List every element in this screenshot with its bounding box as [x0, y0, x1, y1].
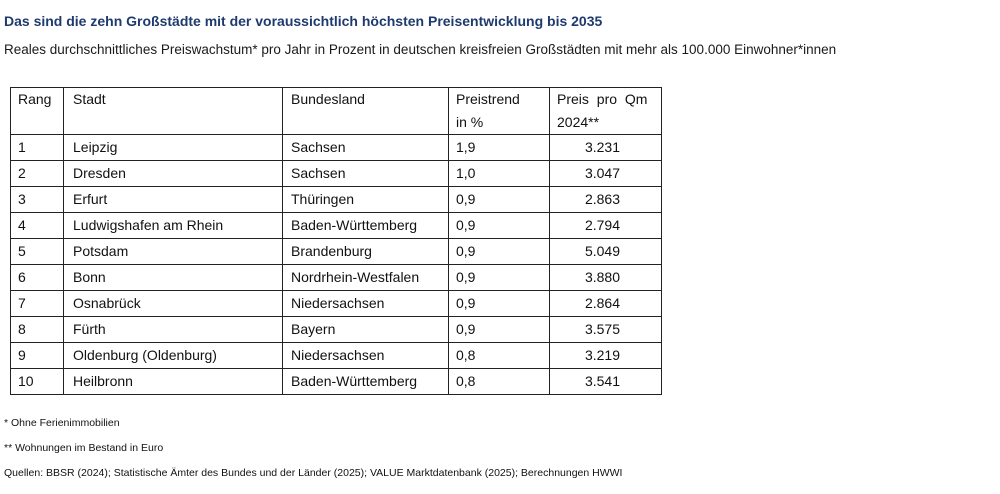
cell-preis: 3.219: [549, 342, 662, 369]
cell-stadt: Oldenburg (Oldenburg): [63, 342, 283, 369]
cell-preis: 3.231: [549, 134, 662, 161]
cell-rang: 6: [10, 264, 64, 291]
ranking-table: Rang Stadt Bundesland Preistrend in % Pre…: [10, 87, 662, 395]
header-preis-line2: 2024**: [557, 114, 600, 130]
cell-rang: 5: [10, 238, 64, 265]
table-row: 10 Heilbronn Baden-Württemberg 0,8 3.541: [10, 368, 662, 395]
cell-rang: 9: [10, 342, 64, 369]
table-row: 3 Erfurt Thüringen 0,9 2.863: [10, 186, 662, 213]
cell-preistrend: 0,8: [448, 342, 550, 369]
footnote-sources: Quellen: BBSR (2024); Statistische Ämter…: [4, 467, 623, 479]
cell-preistrend: 0,9: [448, 316, 550, 343]
cell-preis: 3.880: [549, 264, 662, 291]
cell-bundesland: Brandenburg: [282, 238, 449, 265]
header-preistrend-line1: Preistrend: [456, 91, 520, 107]
header-preistrend-line2: in %: [456, 114, 484, 130]
cell-preis: 2.794: [549, 212, 662, 239]
cell-preistrend: 0,8: [448, 368, 550, 395]
cell-bundesland: Sachsen: [282, 160, 449, 187]
table-row: 2 Dresden Sachsen 1,0 3.047: [10, 160, 662, 187]
cell-preistrend: 0,9: [448, 186, 550, 213]
cell-stadt: Osnabrück: [63, 290, 283, 317]
cell-bundesland: Bayern: [282, 316, 449, 343]
table-row: 7 Osnabrück Niedersachsen 0,9 2.864: [10, 290, 662, 317]
cell-stadt: Erfurt: [63, 186, 283, 213]
footnote-wohnungen: ** Wohnungen im Bestand in Euro: [4, 442, 164, 454]
cell-preistrend: 0,9: [448, 264, 550, 291]
cell-preistrend: 1,0: [448, 160, 550, 187]
cell-stadt: Bonn: [63, 264, 283, 291]
cell-rang: 2: [10, 160, 64, 187]
cell-preistrend: 1,9: [448, 134, 550, 161]
cell-preis: 3.047: [549, 160, 662, 187]
cell-bundesland: Niedersachsen: [282, 290, 449, 317]
header-preistrend: Preistrend in %: [448, 87, 550, 135]
cell-preis: 3.541: [549, 368, 662, 395]
table-row: 6 Bonn Nordrhein-Westfalen 0,9 3.880: [10, 264, 662, 291]
cell-stadt: Potsdam: [63, 238, 283, 265]
cell-rang: 1: [10, 134, 64, 161]
cell-stadt: Leipzig: [63, 134, 283, 161]
table-row: 8 Fürth Bayern 0,9 3.575: [10, 316, 662, 343]
cell-bundesland: Thüringen: [282, 186, 449, 213]
cell-rang: 10: [10, 368, 64, 395]
cell-preis: 3.575: [549, 316, 662, 343]
header-bundesland: Bundesland: [282, 87, 449, 135]
page-title: Das sind die zehn Großstädte mit der vor…: [4, 13, 603, 29]
cell-preistrend: 0,9: [448, 212, 550, 239]
cell-stadt: Fürth: [63, 316, 283, 343]
table-row: 9 Oldenburg (Oldenburg) Niedersachsen 0,8 3.…: [10, 342, 662, 369]
cell-preis: 5.049: [549, 238, 662, 265]
cell-bundesland: Nordrhein-Westfalen: [282, 264, 449, 291]
header-stadt: Stadt: [63, 87, 283, 135]
page-subtitle: Reales durchschnittliches Preiswachstum*…: [4, 42, 837, 57]
table-header-row: Rang Stadt Bundesland Preistrend in % Pre…: [10, 87, 662, 135]
header-rang: Rang: [10, 87, 64, 135]
cell-rang: 3: [10, 186, 64, 213]
cell-preis: 2.864: [549, 290, 662, 317]
table-row: 5 Potsdam Brandenburg 0,9 5.049: [10, 238, 662, 265]
footnote-ferienimmobilien: * Ohne Ferienimmobilien: [4, 417, 120, 429]
cell-bundesland: Sachsen: [282, 134, 449, 161]
cell-rang: 4: [10, 212, 64, 239]
cell-preistrend: 0,9: [448, 238, 550, 265]
cell-preis: 2.863: [549, 186, 662, 213]
header-preis: Preis pro Qm 2024**: [549, 87, 662, 135]
cell-rang: 8: [10, 316, 64, 343]
table-body: 1 Leipzig Sachsen 1,9 3.231 2 Dresden Sachsen 1,…: [10, 134, 662, 395]
table-row: 1 Leipzig Sachsen 1,9 3.231: [10, 134, 662, 161]
header-preis-line1: Preis pro Qm: [557, 91, 648, 107]
cell-bundesland: Baden-Württemberg: [282, 368, 449, 395]
cell-stadt: Ludwigshafen am Rhein: [63, 212, 283, 239]
cell-bundesland: Niedersachsen: [282, 342, 449, 369]
cell-bundesland: Baden-Württemberg: [282, 212, 449, 239]
cell-rang: 7: [10, 290, 64, 317]
cell-preistrend: 0,9: [448, 290, 550, 317]
table-row: 4 Ludwigshafen am Rhein Baden-Württemberg 0…: [10, 212, 662, 239]
cell-stadt: Dresden: [63, 160, 283, 187]
cell-stadt: Heilbronn: [63, 368, 283, 395]
